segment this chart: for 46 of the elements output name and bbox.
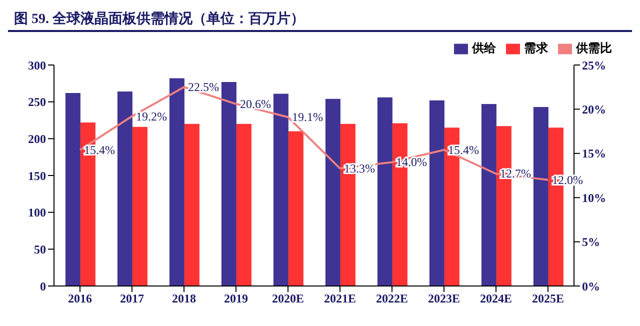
x-tick-label: 2019 (224, 292, 248, 306)
data-label: 12.7% (500, 166, 531, 181)
y2-tick-label: 5% (582, 235, 600, 250)
x-tick-label: 2018 (172, 292, 196, 306)
y2-tick-label: 0% (582, 279, 600, 294)
y2-tick-label: 15% (582, 146, 606, 161)
x-tick-label: 2022E (376, 292, 408, 306)
data-label: 22.5% (188, 80, 219, 94)
bar (481, 104, 496, 286)
legend-label: 需求 (524, 41, 548, 55)
y-tick-label: 300 (28, 58, 46, 72)
data-label: 20.6% (240, 96, 271, 111)
bar (288, 131, 304, 286)
y2-tick-label: 20% (582, 102, 606, 116)
y2-tick-label: 10% (582, 190, 606, 205)
y-tick-label: 100 (28, 206, 46, 220)
bar (117, 92, 132, 286)
bar (221, 82, 236, 286)
bar (132, 126, 148, 286)
bar (377, 97, 392, 286)
y-tick-label: 150 (28, 168, 46, 183)
y-tick-label: 200 (28, 132, 46, 146)
y-tick-label: 50 (34, 242, 46, 256)
chart-title: 图 59. 全球液晶面板供需情况（单位：百万片） (8, 8, 632, 32)
x-tick-label: 2023E (428, 292, 460, 306)
legend-label: 供需比 (576, 41, 612, 55)
bar (273, 94, 288, 286)
x-tick-label: 2025E (532, 292, 564, 306)
data-label: 19.2% (136, 109, 167, 124)
bar (184, 124, 200, 286)
bar (325, 98, 340, 286)
x-tick-label: 2024E (480, 292, 512, 306)
bar (169, 78, 184, 286)
bar (65, 92, 80, 286)
x-tick-label: 2016 (68, 292, 92, 306)
x-tick-label: 2017 (120, 292, 144, 306)
y-tick-label: 0 (40, 279, 46, 294)
bar (533, 106, 548, 286)
legend-label: 供给 (472, 41, 496, 55)
y-tick-label: 250 (28, 95, 46, 110)
x-tick-label: 2020E (272, 292, 304, 306)
x-tick-label: 2021E (324, 292, 356, 306)
bar (429, 100, 444, 286)
y2-tick-label: 25% (582, 58, 606, 72)
bar (236, 124, 252, 286)
data-label: 19.1% (292, 110, 323, 124)
